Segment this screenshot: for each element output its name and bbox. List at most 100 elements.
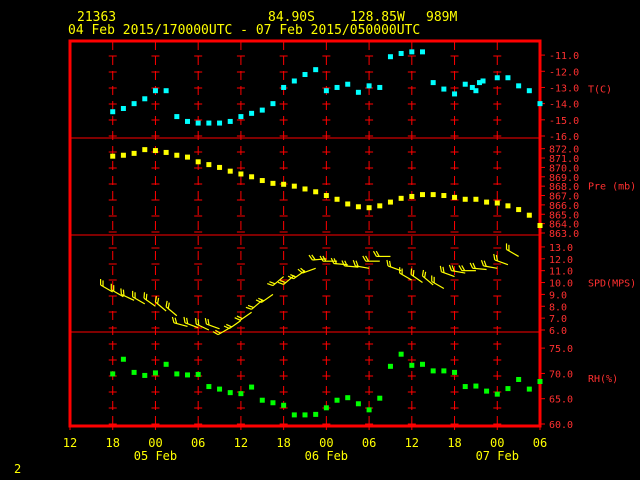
data-point: [387, 363, 393, 369]
data-point: [249, 174, 255, 180]
wind-barb: [171, 316, 188, 328]
data-point: [110, 371, 116, 377]
wind-barb: [120, 288, 135, 301]
y-tick-label: 10.0: [549, 279, 573, 290]
data-point: [195, 120, 201, 126]
y-tick-label: 872.0: [549, 145, 579, 156]
date-label: 07 Feb: [476, 449, 519, 463]
data-point: [302, 72, 308, 78]
elevation: 989M: [426, 10, 458, 25]
data-point: [206, 120, 212, 126]
data-point: [526, 386, 532, 392]
data-point: [441, 86, 447, 92]
wind-barb: [255, 293, 274, 303]
y-tick-label: 871.0: [549, 154, 579, 165]
wind-barb: [234, 311, 252, 321]
data-point: [249, 110, 255, 116]
data-point: [323, 88, 329, 94]
y-tick-label: 868.0: [549, 182, 579, 193]
data-point: [516, 376, 522, 382]
data-point: [377, 395, 383, 401]
data-point: [152, 148, 158, 154]
data-point: [217, 386, 223, 392]
y-tick-label: 12.0: [549, 255, 573, 266]
data-point: [430, 368, 436, 374]
data-point: [398, 195, 404, 201]
x-tick-label: 06: [191, 436, 205, 450]
y-tick-label: 70.0: [549, 369, 573, 380]
data-point: [452, 369, 458, 375]
data-point: [355, 89, 361, 95]
data-point: [441, 368, 447, 374]
wind-barb: [223, 320, 242, 330]
x-tick-label: 00: [319, 436, 333, 450]
y-tick-label: 6.0: [549, 326, 567, 337]
data-point: [227, 390, 233, 396]
data-point: [291, 412, 297, 418]
data-point: [270, 180, 276, 186]
data-point: [420, 361, 425, 367]
y-tick-label: -16.0: [549, 132, 579, 143]
data-point: [355, 401, 361, 407]
wind-barb: [165, 300, 178, 317]
data-point: [366, 407, 372, 413]
latitude: 84.90S: [268, 10, 315, 25]
panel-label: Pre (mb): [588, 182, 636, 193]
data-point: [387, 199, 393, 205]
data-point: [409, 362, 415, 368]
data-point: [345, 81, 351, 87]
data-point: [217, 164, 223, 170]
y-tick-label: 65.0: [549, 395, 573, 406]
y-tick-label: 866.0: [549, 201, 579, 212]
wind-barb: [362, 255, 380, 262]
data-point: [398, 50, 404, 56]
wind-barb: [287, 270, 306, 280]
wind-barb: [493, 253, 509, 266]
time-period: 04 Feb 2015/170000UTC - 07 Feb 2015/0500…: [68, 23, 421, 38]
wind-barb: [100, 279, 114, 293]
data-point: [291, 183, 297, 189]
data-point: [206, 384, 212, 390]
x-tick-label: 06: [362, 436, 376, 450]
data-point: [152, 370, 158, 376]
data-point: [537, 379, 543, 385]
data-point: [238, 391, 244, 397]
data-point: [131, 369, 137, 375]
data-point: [323, 405, 329, 411]
x-tick-label: 00: [490, 436, 504, 450]
data-point: [313, 189, 319, 195]
data-point: [430, 80, 436, 86]
data-point: [505, 75, 511, 81]
data-point: [494, 391, 500, 397]
wind-barb: [372, 250, 391, 258]
data-point: [281, 181, 287, 187]
y-tick-label: 13.0: [549, 243, 573, 254]
station-id: 21363: [77, 10, 117, 25]
x-tick-label: 12: [234, 436, 248, 450]
data-point: [302, 412, 308, 418]
y-tick-label: -11.0: [549, 51, 579, 62]
y-tick-label: -12.0: [549, 67, 579, 78]
data-point: [142, 147, 148, 153]
date-label: 06 Feb: [305, 449, 348, 463]
data-point: [494, 200, 500, 206]
wind-barb: [448, 264, 466, 274]
data-point: [227, 118, 233, 124]
data-point: [110, 109, 116, 115]
data-point: [462, 196, 468, 202]
data-point: [505, 203, 511, 209]
data-point: [452, 91, 458, 97]
y-tick-label: -13.0: [549, 83, 579, 94]
y-tick-label: 870.0: [549, 163, 579, 174]
y-tick-label: 869.0: [549, 173, 579, 184]
data-point: [259, 107, 265, 113]
data-point: [281, 84, 287, 90]
panel-label: SPD(MPS): [588, 279, 636, 290]
y-tick-label: 8.0: [549, 302, 567, 313]
data-point: [195, 371, 201, 377]
data-point: [110, 153, 116, 159]
wind-barb: [132, 290, 146, 305]
data-point: [120, 356, 126, 362]
data-point: [185, 118, 190, 124]
